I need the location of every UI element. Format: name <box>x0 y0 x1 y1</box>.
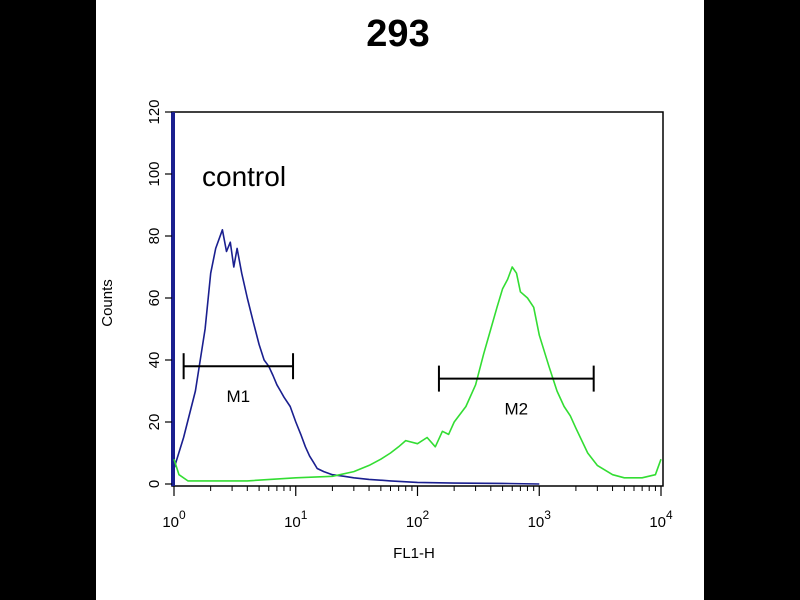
x-axis-label: FL1-H <box>393 545 435 562</box>
x-tick-label: 103 <box>528 508 552 531</box>
y-tick-label: 80 <box>146 228 163 245</box>
x-tick-exponent: 0 <box>179 508 186 522</box>
y-axis: 0 20 40 60 80 100 120 <box>146 99 172 488</box>
x-tick-label: 100 <box>162 508 186 531</box>
series-line-1 <box>173 229 540 485</box>
x-tick-exponent: 1 <box>301 508 308 522</box>
series-layer <box>173 229 662 485</box>
y-tick-label: 100 <box>146 161 163 186</box>
chart-panel: 293 Counts FL1-H control 0 20 40 60 80 100 120… <box>96 0 704 600</box>
x-tick-base: 10 <box>528 514 545 531</box>
x-tick-label: 101 <box>284 508 308 531</box>
x-tick-base: 10 <box>649 514 666 531</box>
marker-gates: M1 M2 <box>182 353 595 419</box>
histogram-chart: 293 Counts FL1-H control 020406080100120… <box>99 13 673 562</box>
control-annotation: control <box>202 161 286 192</box>
x-tick-base: 10 <box>284 514 301 531</box>
x-tick-exponent: 4 <box>666 508 673 522</box>
y-tick-label: 40 <box>146 352 163 369</box>
x-tick-base: 10 <box>162 514 179 531</box>
y-tick-label: 120 <box>146 99 163 124</box>
chart-title: 293 <box>366 13 429 55</box>
y-tick-label: 60 <box>146 290 163 307</box>
x-tick-exponent: 3 <box>544 508 551 522</box>
gate-label: M1 <box>227 387 251 406</box>
y-tick-label: 20 <box>146 414 163 431</box>
x-axis: 100 101 102 103 104 <box>162 486 673 531</box>
gate-label: M2 <box>505 400 529 419</box>
x-tick-exponent: 2 <box>423 508 430 522</box>
x-tick-label: 104 <box>649 508 673 531</box>
y-tick-label: 0 <box>146 480 163 488</box>
x-tick-label: 102 <box>406 508 430 531</box>
series-line-2 <box>173 266 662 482</box>
y-axis-label: Counts <box>99 279 116 327</box>
x-tick-base: 10 <box>406 514 423 531</box>
